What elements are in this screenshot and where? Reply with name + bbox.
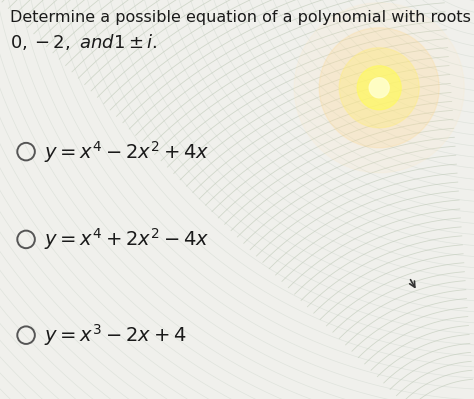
Circle shape (319, 28, 439, 148)
Text: $y = x^4 - 2x^2 + 4x$: $y = x^4 - 2x^2 + 4x$ (44, 139, 210, 164)
Text: $y = x^3 - 2x + 4$: $y = x^3 - 2x + 4$ (44, 322, 187, 348)
Circle shape (339, 48, 419, 128)
Text: $0, -2,\ \mathit{and}1 \pm i.$: $0, -2,\ \mathit{and}1 \pm i.$ (10, 32, 157, 52)
Circle shape (369, 78, 389, 98)
Text: $y = x^4 + 2x^2 - 4x$: $y = x^4 + 2x^2 - 4x$ (44, 227, 210, 252)
Text: Determine a possible equation of a polynomial with roots: Determine a possible equation of a polyn… (10, 10, 471, 25)
Circle shape (357, 66, 401, 110)
Circle shape (294, 3, 464, 173)
